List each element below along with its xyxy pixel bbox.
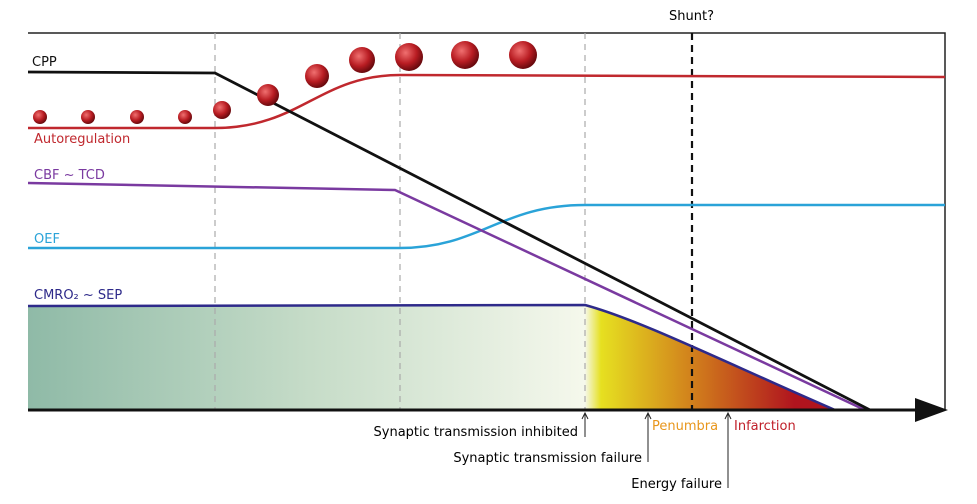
autoregulation-line <box>28 73 946 130</box>
inhibited-label: Synaptic transmission inhibited <box>374 425 578 440</box>
cbf-label: CBF ~ TCD <box>34 168 105 183</box>
cmro2-line <box>27 303 836 412</box>
cmro2-label: CMRO₂ ~ SEP <box>34 288 122 303</box>
autoregulation-label: Autoregulation <box>34 132 130 147</box>
shunt-label: Shunt? <box>669 9 714 24</box>
oef-label: OEF <box>34 232 60 247</box>
cpp-line <box>27 70 871 412</box>
cbf-line <box>27 181 866 412</box>
phase-lines <box>214 33 586 410</box>
energy-label: Energy failure <box>631 477 722 492</box>
axis-arrow <box>915 398 948 422</box>
frame <box>28 32 946 410</box>
failure-label: Synaptic transmission failure <box>453 451 642 466</box>
vessel-balls <box>33 41 537 124</box>
penumbra-label: Penumbra <box>652 419 718 434</box>
oef-line <box>28 203 945 250</box>
infarction-label: Infarction <box>734 419 796 434</box>
annotation-arrows <box>581 411 732 488</box>
cpp-label: CPP <box>32 55 57 70</box>
ischemia-fill <box>28 305 835 410</box>
